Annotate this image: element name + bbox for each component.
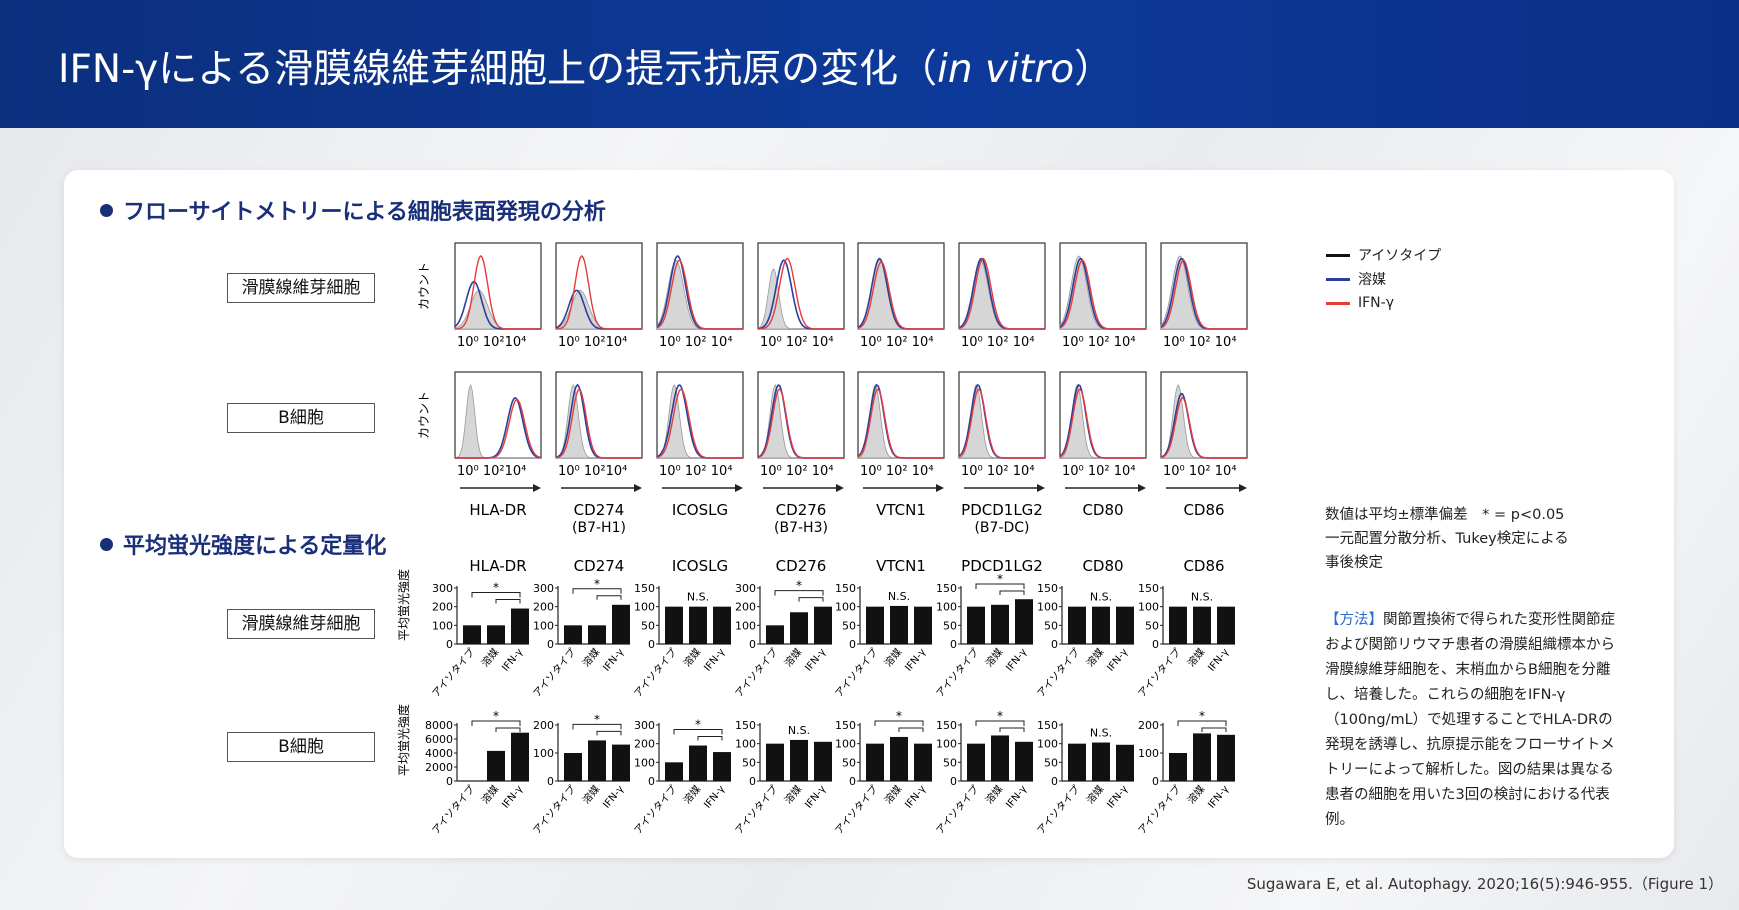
legend: アイソタイプ 溶媒 IFN-γ xyxy=(1326,243,1441,315)
method-text: 【方法】関節置換術で得られた変形性関節症および関節リウマチ患者の滑膜組織標本から… xyxy=(1325,612,1615,828)
legend-item-vehicle: 溶媒 xyxy=(1326,267,1441,291)
row-label-bcell-mfi: B細胞 xyxy=(227,732,375,762)
stats-note: 数値は平均±標準偏差 * = p<0.05 一元配置分散分析、Tukey検定によ… xyxy=(1325,507,1569,571)
citation: Sugawara E, et al. Autophagy. 2020;16(5)… xyxy=(1246,875,1723,893)
section-heading-flow: フローサイトメトリーによる細胞表面発現の分析 xyxy=(100,194,606,226)
legend-item-isotype: アイソタイプ xyxy=(1326,243,1441,267)
page-title: IFN-γによる滑膜線維芽細胞上の提示抗原の変化（in vitro） xyxy=(58,47,1114,92)
row-label-fibroblast-flow: 滑膜線維芽細胞 xyxy=(227,273,375,303)
header-bar: IFN-γによる滑膜線維芽細胞上の提示抗原の変化（in vitro） xyxy=(0,0,1739,128)
row-label-fibroblast-mfi: 滑膜線維芽細胞 xyxy=(227,609,375,639)
row-label-bcell-flow: B細胞 xyxy=(227,403,375,433)
section-heading-mfi: 平均蛍光強度による定量化 xyxy=(100,528,386,560)
legend-item-ifn: IFN-γ xyxy=(1326,291,1441,315)
